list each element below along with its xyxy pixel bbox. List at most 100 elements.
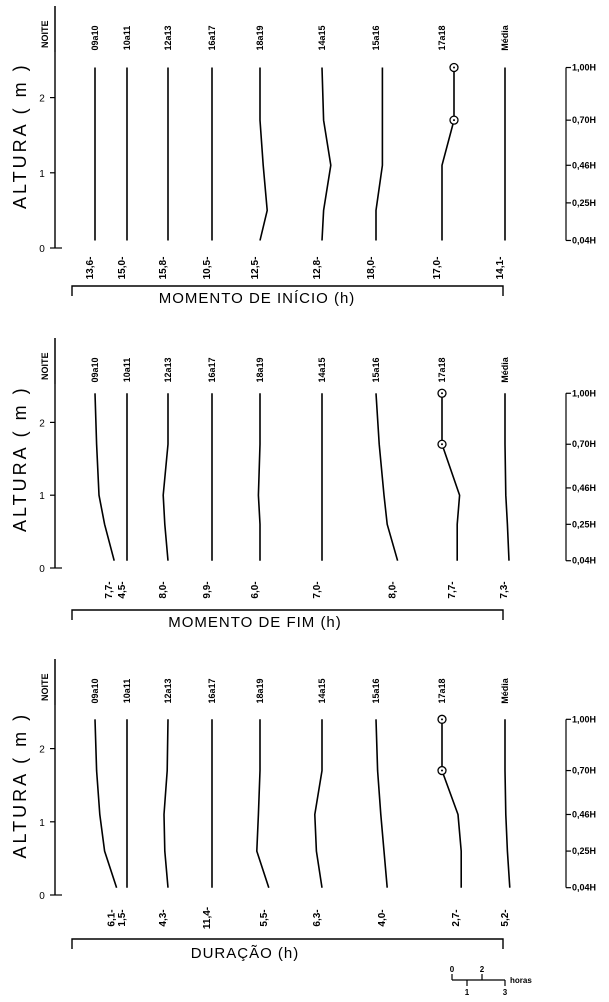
panel-2: ALTURA ( m ) NOITE 0 1 2 09a10 7,7- 10a11 4,5- 12…	[10, 338, 596, 631]
right-scale-label: 0,46H	[572, 160, 596, 170]
value-label: 14,1-	[495, 257, 506, 280]
category-label: Média	[500, 24, 510, 51]
category-label: 09a10	[90, 357, 100, 382]
category-label: 14a15	[317, 357, 327, 382]
legend-bottom-tick-label: 1	[465, 988, 470, 997]
value-label: 17,0-	[432, 257, 443, 280]
category-label: 18a19	[255, 25, 265, 50]
category-label: 17a18	[437, 357, 447, 382]
series-marker-dot	[441, 443, 443, 446]
night-label: NOITE	[40, 352, 50, 380]
category-label: 12a13	[163, 678, 173, 703]
series-line	[321, 67, 332, 241]
value-label: 7,0-	[312, 581, 323, 598]
series-line	[255, 719, 270, 888]
series-marker-dot	[453, 119, 455, 122]
right-scale-label: 0,04H	[572, 883, 596, 893]
category-label: 09a10	[90, 678, 100, 703]
value-label: 5,2-	[500, 909, 511, 926]
series-marker-dot	[441, 392, 443, 395]
series-line	[441, 67, 455, 241]
right-scale-label: 0,04H	[572, 556, 596, 566]
y-tick-label: 1	[39, 818, 45, 829]
category-label: 10a11	[122, 26, 132, 51]
series-line	[94, 393, 115, 561]
series-line	[162, 393, 169, 561]
series-line	[441, 393, 461, 561]
series-line	[504, 393, 510, 561]
value-label: 6,0-	[250, 581, 261, 598]
category-label: 12a13	[163, 25, 173, 50]
category-label: 16a17	[207, 25, 217, 50]
right-scale-label: 0,70H	[572, 115, 596, 125]
legend-top-tick-label: 0	[450, 965, 455, 974]
series-line	[94, 719, 118, 888]
right-scale-label: 0,25H	[572, 519, 596, 529]
value-label: 15,0-	[117, 257, 128, 280]
category-label: 10a11	[122, 679, 132, 704]
value-label: 4,0-	[377, 909, 388, 926]
value-label: 11,4-	[202, 907, 213, 929]
category-label: 09a10	[90, 25, 100, 50]
panel-bracket	[71, 609, 504, 620]
value-label: 7,7-	[447, 581, 458, 598]
legend-top-tick-label: 2	[480, 965, 485, 974]
right-scale-label: 0,70H	[572, 439, 596, 449]
category-label: 14a15	[317, 678, 327, 703]
category-label: 17a18	[437, 25, 447, 50]
y-tick-label: 0	[39, 244, 45, 255]
series-line	[259, 67, 269, 241]
value-label: 4,3-	[158, 909, 169, 926]
category-label: 18a19	[255, 678, 265, 703]
value-label: 18,0-	[366, 257, 377, 280]
panel-title: MOMENTO DE INÍCIO (h)	[159, 290, 356, 307]
value-label: 4,5-	[117, 581, 128, 598]
series-line	[313, 719, 323, 888]
panel-bracket	[71, 285, 504, 296]
y-tick-label: 0	[39, 564, 45, 575]
series-line	[163, 719, 169, 888]
y-tick-label: 2	[39, 745, 45, 756]
category-label: Média	[500, 356, 510, 383]
y-tick-label: 1	[39, 491, 45, 502]
category-label: 12a13	[163, 357, 173, 382]
series-line	[375, 393, 399, 561]
y-axis-label: ALTURA ( m )	[10, 62, 30, 209]
right-scale-label: 0,46H	[572, 809, 596, 819]
category-label: Média	[500, 677, 510, 704]
value-label: 8,0-	[158, 581, 169, 598]
category-label: 10a11	[122, 358, 132, 383]
right-scale-label: 0,46H	[572, 483, 596, 493]
category-label: 15a16	[371, 678, 381, 703]
right-scale-label: 0,25H	[572, 846, 596, 856]
value-label: 7,7-	[104, 581, 115, 598]
series-line	[257, 393, 261, 561]
y-tick-label: 1	[39, 169, 45, 180]
value-label: 6,3-	[312, 909, 323, 926]
series-marker-dot	[441, 718, 443, 721]
y-tick-label: 0	[39, 891, 45, 902]
y-axis-label: ALTURA ( m )	[10, 385, 30, 532]
night-label: NOITE	[40, 673, 50, 701]
category-label: 18a19	[255, 357, 265, 382]
value-label: 12,5-	[250, 257, 261, 280]
right-scale-label: 0,25H	[572, 198, 596, 208]
night-label: NOITE	[40, 20, 50, 48]
value-label: 15,8-	[158, 257, 169, 280]
category-label: 15a16	[371, 25, 381, 50]
value-label: 13,6-	[85, 257, 96, 280]
value-label: 12,8-	[312, 257, 323, 280]
value-label: 9,9-	[202, 581, 213, 598]
value-label: 7,3-	[499, 581, 510, 598]
value-label: 1,5-	[117, 909, 128, 926]
series-marker-dot	[453, 66, 455, 69]
value-label: 2,7-	[451, 909, 462, 926]
value-label: 6,1-	[107, 909, 118, 926]
category-label: 14a15	[317, 25, 327, 50]
right-scale-label: 0,04H	[572, 235, 596, 245]
panel-1: ALTURA ( m ) NOITE 0 1 2 09a10 13,6- 10a11 15,0-…	[10, 6, 596, 307]
category-label: 15a16	[371, 357, 381, 382]
y-axis-label: ALTURA ( m )	[10, 712, 30, 859]
